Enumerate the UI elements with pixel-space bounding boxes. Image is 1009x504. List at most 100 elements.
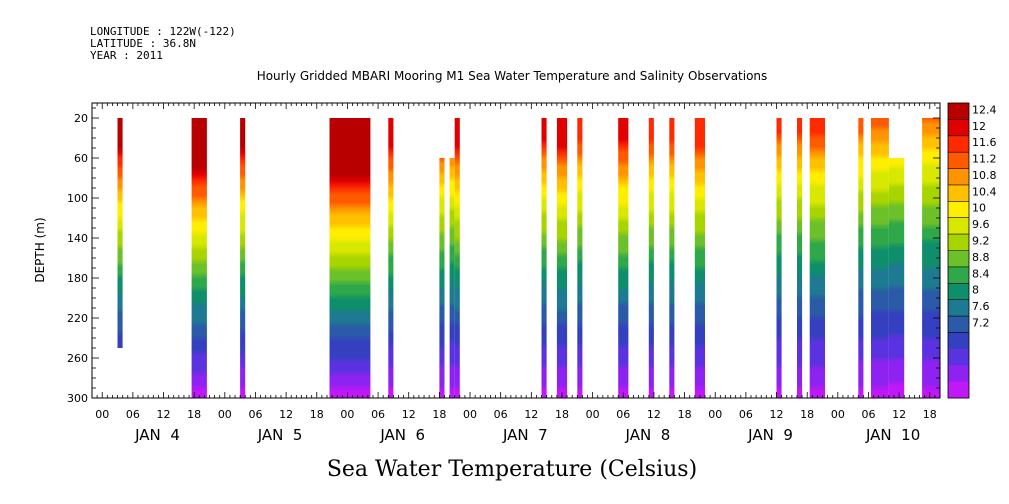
x-tick-label: 06 [494, 408, 508, 421]
temperature-profile [454, 118, 460, 398]
colorbar-swatch [948, 299, 969, 317]
x-tick-label: 18 [310, 408, 324, 421]
x-tick-label: 18 [800, 408, 814, 421]
day-label: JAN 8 [625, 426, 671, 444]
colorbar: 12.4 12 11.6 11.2 10.8 10.4 10 9.6 9.2 8.8 8.4 8 7.6… [947, 102, 997, 399]
colorbar-label: 10.4 [972, 185, 997, 198]
temperature-profile [776, 118, 782, 398]
temperature-profile [694, 118, 705, 398]
colorbar-swatch [948, 332, 969, 350]
colorbar-swatch [948, 234, 969, 251]
colorbar-swatch [948, 217, 969, 235]
colorbar-label: 8.8 [972, 251, 990, 264]
x-tick-label: 00 [831, 408, 845, 421]
axes: 00 06 12 18 00 06 12 18 00 06 12 18 00 06 12 18 00 06 12 18… [67, 102, 941, 444]
y-tick-label: 180 [67, 272, 88, 285]
colorbar-swatch [948, 365, 969, 383]
temperature-profile [809, 118, 825, 398]
x-tick-label: 12 [402, 408, 416, 421]
temperature-profile [618, 118, 629, 398]
colorbar-swatch [948, 201, 969, 219]
x-tick-label: 00 [218, 408, 232, 421]
temperature-profile [541, 118, 547, 398]
colorbar-label: 10 [972, 202, 986, 215]
y-tick-label: 100 [67, 192, 88, 205]
x-tick-label: 00 [95, 408, 109, 421]
x-tick-label: 00 [463, 408, 477, 421]
temperature-profile [117, 118, 123, 348]
temperature-profile [191, 118, 207, 398]
x-tick-label: 06 [861, 408, 875, 421]
colorbar-label: 7.2 [972, 316, 990, 329]
x-tick-label: 12 [892, 408, 906, 421]
colorbar-label: 11.2 [972, 153, 997, 166]
x-tick-label: 06 [371, 408, 385, 421]
temperature-profile [858, 118, 864, 398]
y-tick-label: 220 [67, 312, 88, 325]
colorbar-label: 9.2 [972, 235, 990, 248]
colorbar-label: 11.6 [972, 136, 997, 149]
y-tick-label: 140 [67, 232, 88, 245]
colorbar-label: 12 [972, 120, 986, 133]
temperature-profile [240, 118, 246, 398]
day-label: JAN 4 [134, 426, 180, 444]
temperature-profile [556, 118, 568, 398]
y-tick-label: 20 [74, 112, 88, 125]
colorbar-label: 8.4 [972, 267, 990, 280]
x-tick-label: 18 [923, 408, 937, 421]
colorbar-label: 8 [972, 284, 979, 297]
x-tick-label: 00 [340, 408, 354, 421]
x-tick-label: 00 [708, 408, 722, 421]
day-label: JAN 9 [747, 426, 793, 444]
x-tick-label: 12 [647, 408, 661, 421]
colorbar-label: 9.6 [972, 218, 990, 231]
x-tick-label: 00 [586, 408, 600, 421]
x-tick-label: 12 [524, 408, 538, 421]
colorbar-swatch [948, 283, 969, 301]
temperature-profile [888, 158, 905, 398]
x-tick-label: 12 [157, 408, 171, 421]
x-tick-label: 18 [432, 408, 446, 421]
x-axis-label: Sea Water Temperature (Celsius) [327, 457, 697, 482]
longitude-label: LONGITUDE : 122W(-122) [90, 25, 236, 38]
temperature-profile [329, 118, 371, 398]
colorbar-swatch [948, 135, 969, 153]
colorbar-swatch [948, 152, 969, 169]
temperature-profile [577, 118, 583, 398]
colorbar-swatch [948, 184, 969, 202]
colorbar-swatch [948, 119, 969, 137]
colorbar-swatch [948, 103, 969, 120]
y-tick-label: 300 [67, 392, 88, 405]
temperature-profile [871, 118, 889, 398]
colorbar-label: 10.8 [972, 169, 997, 182]
x-tick-label: 18 [187, 408, 201, 421]
year-label: YEAR : 2011 [90, 49, 163, 62]
temperature-profile [648, 118, 654, 398]
latitude-label: LATITUDE : 36.8N [90, 37, 196, 50]
y-tick-label: 60 [74, 152, 88, 165]
x-tick-label: 18 [678, 408, 692, 421]
y-tick-label: 260 [67, 352, 88, 365]
colorbar-swatch [948, 316, 969, 333]
x-tick-label: 06 [616, 408, 630, 421]
temperature-profile [449, 158, 455, 398]
temperature-profile [388, 118, 394, 398]
y-axis-label: DEPTH (m) [33, 217, 47, 282]
colorbar-label: 12.4 [972, 103, 997, 116]
x-tick-label: 06 [126, 408, 140, 421]
temperature-profile [797, 118, 803, 398]
temperature-profile [439, 158, 445, 398]
colorbar-swatch [948, 266, 969, 284]
temperature-profile [669, 118, 675, 398]
colorbar-swatch [948, 250, 969, 268]
colorbar-label: 7.6 [972, 300, 990, 313]
colorbar-swatch [948, 168, 969, 186]
colorbar-swatch [948, 348, 969, 366]
temperature-profile [922, 118, 940, 398]
x-tick-label: 12 [770, 408, 784, 421]
day-label: JAN 5 [257, 426, 303, 444]
x-tick-label: 06 [739, 408, 753, 421]
x-tick-label: 12 [279, 408, 293, 421]
x-tick-label: 18 [555, 408, 569, 421]
